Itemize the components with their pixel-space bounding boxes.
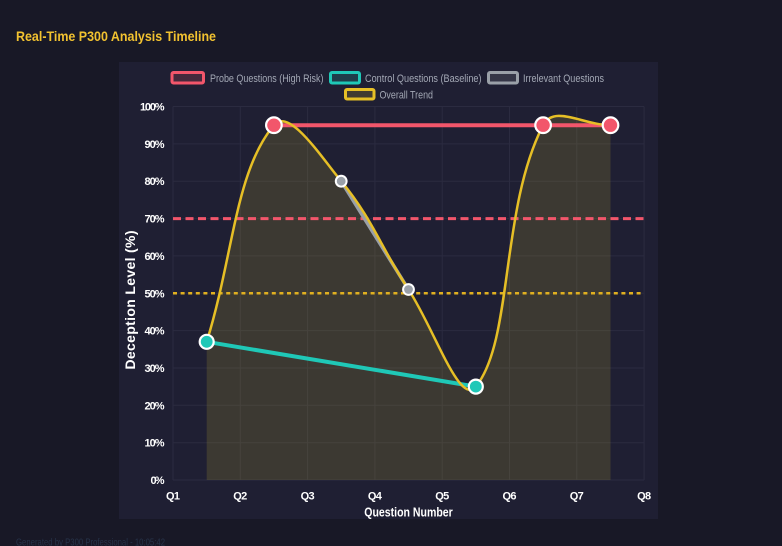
svg-text:80%: 80%	[145, 176, 165, 188]
svg-text:20%: 20%	[145, 400, 165, 412]
svg-text:Deception Level (%): Deception Level (%)	[122, 231, 138, 370]
svg-text:Generated by P300 Professional: Generated by P300 Professional - 10:05:4…	[16, 537, 165, 546]
svg-text:90%: 90%	[145, 139, 165, 151]
svg-text:60%: 60%	[145, 251, 165, 263]
svg-text:Question Number: Question Number	[364, 505, 453, 520]
svg-text:10%: 10%	[145, 438, 165, 450]
svg-text:30%: 30%	[145, 363, 165, 375]
svg-text:Q2: Q2	[233, 491, 247, 503]
svg-text:Q5: Q5	[435, 491, 449, 503]
svg-text:40%: 40%	[145, 326, 165, 338]
svg-text:Overall Trend: Overall Trend	[380, 90, 434, 102]
svg-text:Irrelevant Questions: Irrelevant Questions	[523, 73, 604, 85]
svg-text:100%: 100%	[140, 102, 165, 114]
svg-text:70%: 70%	[145, 214, 165, 226]
svg-text:Q3: Q3	[301, 491, 315, 503]
svg-text:Real-Time P300 Analysis Timeli: Real-Time P300 Analysis Timeline	[16, 28, 216, 44]
svg-text:Q4: Q4	[368, 491, 383, 503]
svg-text:Control Questions (Baseline): Control Questions (Baseline)	[365, 73, 482, 85]
svg-text:Q8: Q8	[637, 491, 651, 503]
svg-text:Probe Questions (High Risk): Probe Questions (High Risk)	[210, 73, 324, 85]
svg-text:Q1: Q1	[166, 491, 180, 503]
svg-text:0%: 0%	[151, 475, 165, 487]
svg-text:Q6: Q6	[503, 491, 517, 503]
svg-text:Q7: Q7	[570, 491, 584, 503]
svg-text:50%: 50%	[145, 288, 165, 300]
